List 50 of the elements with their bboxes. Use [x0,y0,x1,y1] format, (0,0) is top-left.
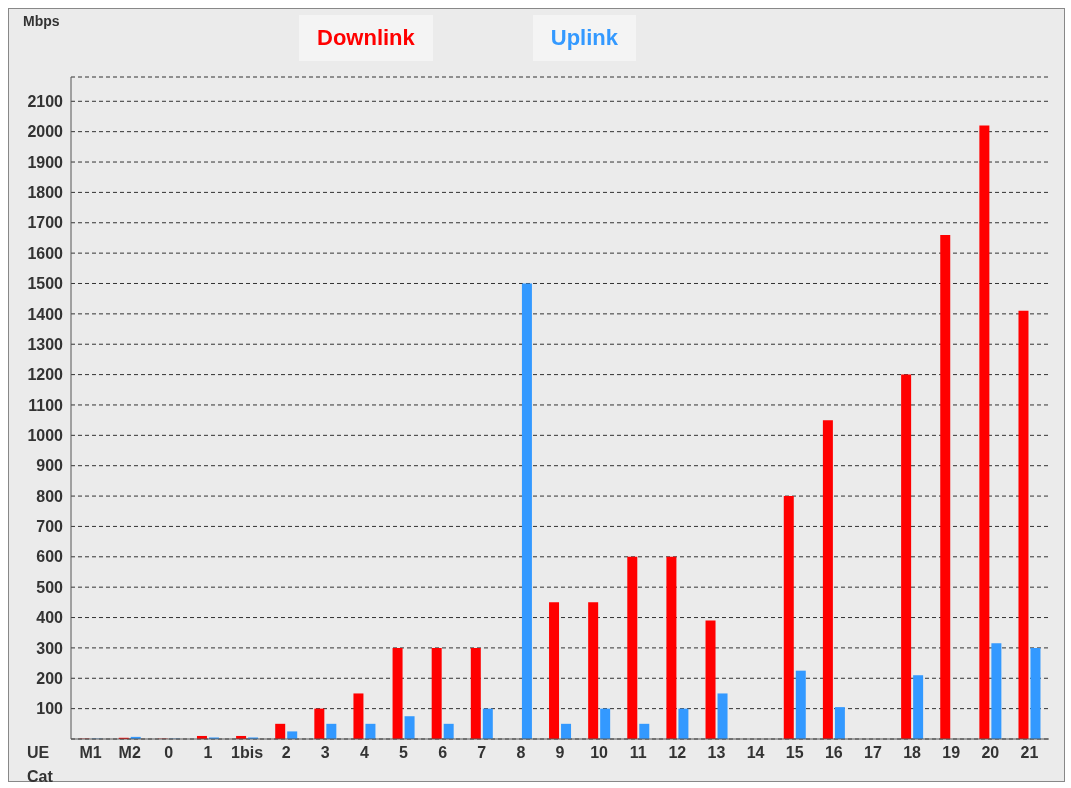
y-tick-label: 100 [36,700,64,718]
x-tick-label: 15 [785,744,804,762]
x-tick-label: 21 [1020,744,1039,762]
x-tick-label: M1 [79,744,102,762]
x-tick-label: 12 [668,744,687,762]
x-tick-label: 9 [555,744,565,762]
x-tick-label: 14 [746,744,765,762]
x-axis-title: UE Cat [27,743,53,787]
y-tick-label: 800 [36,487,64,505]
x-tick-label: 19 [942,744,961,762]
y-tick-label: 900 [36,457,64,475]
y-tick-label: 1700 [27,214,64,232]
text: Uplink [532,15,637,61]
y-tick-label: 1500 [27,275,64,293]
y-tick-label: 1100 [28,396,64,414]
y-tick-label: 700 [36,518,64,536]
x-tick-label: 7 [477,744,487,762]
x-tick-label: 13 [707,744,726,762]
y-tick-label: 1800 [27,184,64,202]
x-tick-label: 4 [359,744,369,762]
y-tick-label: 2000 [27,123,64,141]
y-tick-label: 300 [36,639,64,657]
y-tick-label: 1400 [27,305,64,323]
x-tick-label: 17 [864,744,882,762]
x-tick-label: 2 [281,744,291,762]
x-tick-label: 1 [203,744,213,762]
y-tick-label: 1900 [27,153,64,171]
x-tick-label: 3 [320,744,330,762]
y-tick-label: 2100 [27,92,64,110]
y-axis-title: Mbps [23,13,60,29]
x-tick-label: 0 [164,744,174,762]
y-tick-label: 1000 [27,427,64,445]
y-tick-label: 1200 [27,366,64,384]
x-tick-label: 20 [981,744,1000,762]
y-tick-label: 400 [36,609,64,627]
x-tick-label: 18 [903,744,922,762]
y-tick-label: 600 [36,548,64,566]
x-tick-label: 8 [516,744,526,762]
y-tick-label: 200 [36,669,64,687]
text: Downlink [299,15,433,61]
x-tick-label: M2 [118,744,141,762]
x-tick-label: 11 [629,744,647,762]
x-tick-label: 1bis [231,744,264,762]
x-tick-label: 16 [824,744,843,762]
x-tick-label: 6 [438,744,448,762]
y-tick-label: 500 [36,578,64,596]
y-tick-label: 1600 [27,244,64,262]
x-tick-label: 5 [399,744,409,762]
x-tick-label: 10 [590,744,609,762]
y-tick-label: 1300 [27,335,64,353]
